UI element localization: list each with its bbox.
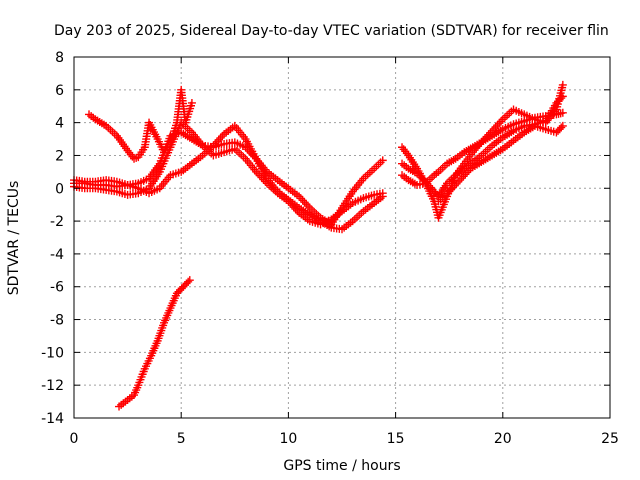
data-point <box>378 156 387 165</box>
y-tick-label: 8 <box>55 50 64 66</box>
data-point <box>493 121 502 130</box>
data-point <box>302 200 311 209</box>
data-point <box>558 80 567 89</box>
data-point <box>558 108 567 117</box>
x-tick-label: 20 <box>494 431 512 447</box>
data-point <box>295 192 304 201</box>
data-point <box>450 181 459 190</box>
data-point <box>255 171 264 180</box>
data-point <box>461 170 470 179</box>
data-point <box>445 187 454 196</box>
series-arc-i <box>434 121 567 206</box>
grid-lines <box>74 57 610 418</box>
x-tick-label: 5 <box>177 431 186 447</box>
data-point <box>557 123 566 132</box>
y-tick-label: 4 <box>55 116 64 132</box>
data-point <box>211 139 220 148</box>
data-point <box>293 206 302 215</box>
x-tick-label: 25 <box>601 431 619 447</box>
data-point <box>254 169 263 178</box>
data-point <box>446 185 455 194</box>
data-point <box>448 183 457 192</box>
data-point <box>216 133 225 142</box>
y-tick-label: -14 <box>41 411 64 427</box>
data-point <box>452 179 461 188</box>
x-axis-title: GPS time / hours <box>283 458 400 474</box>
data-point <box>257 173 266 182</box>
data-point <box>284 197 293 206</box>
data-point <box>185 276 194 285</box>
data-point <box>298 196 307 205</box>
data-point <box>209 141 218 150</box>
data-point <box>459 172 468 181</box>
data-point <box>286 199 295 208</box>
data-point <box>214 135 223 144</box>
data-point <box>187 98 196 107</box>
y-tick-label: -8 <box>50 313 64 329</box>
data-point <box>557 94 566 103</box>
data-point <box>291 205 300 214</box>
data-point <box>259 175 268 184</box>
data-point <box>300 198 309 207</box>
data-point <box>184 277 193 286</box>
x-tick-label: 10 <box>279 431 297 447</box>
chart-title: Day 203 of 2025, Sidereal Day-to-day VTE… <box>54 23 609 39</box>
data-point <box>218 132 227 141</box>
series-arc-e <box>115 276 194 411</box>
data-point <box>454 177 463 186</box>
y-axis-tick-labels: -14 -12 -10 -8 -6 -4 -2 0 2 4 6 8 <box>41 50 64 427</box>
data-point <box>463 168 472 177</box>
x-tick-label: 0 <box>70 431 79 447</box>
y-tick-label: -2 <box>50 214 64 230</box>
data-point <box>212 137 221 146</box>
data-point <box>495 119 504 128</box>
y-tick-label: 6 <box>55 83 64 99</box>
y-tick-label: -4 <box>50 247 64 263</box>
x-tick-label: 15 <box>387 431 405 447</box>
data-point <box>457 174 466 183</box>
x-axis-tick-labels: 0 5 10 15 20 25 <box>70 431 619 447</box>
data-point <box>296 194 305 203</box>
data-point <box>455 176 464 185</box>
data-point <box>378 189 387 198</box>
data-point <box>304 202 313 211</box>
data-point <box>287 201 296 210</box>
series-arc-h <box>398 92 567 201</box>
plot-frame <box>73 56 611 419</box>
data-points <box>70 80 567 411</box>
y-tick-label: 0 <box>55 181 64 197</box>
data-point <box>252 167 261 176</box>
data-point <box>497 117 506 126</box>
axis-ticks <box>73 56 611 419</box>
data-point <box>558 121 567 130</box>
data-point <box>491 123 500 132</box>
y-tick-label: -12 <box>41 378 64 394</box>
y-axis-title: SDTVAR / TECUs <box>6 181 22 296</box>
data-point <box>289 203 298 212</box>
y-tick-label: -6 <box>50 280 64 296</box>
data-point <box>261 177 270 186</box>
series-arc-d <box>85 85 196 163</box>
series-arc-c <box>70 118 387 229</box>
y-tick-label: -10 <box>41 345 64 361</box>
y-tick-label: 2 <box>55 148 64 164</box>
data-point <box>558 92 567 101</box>
